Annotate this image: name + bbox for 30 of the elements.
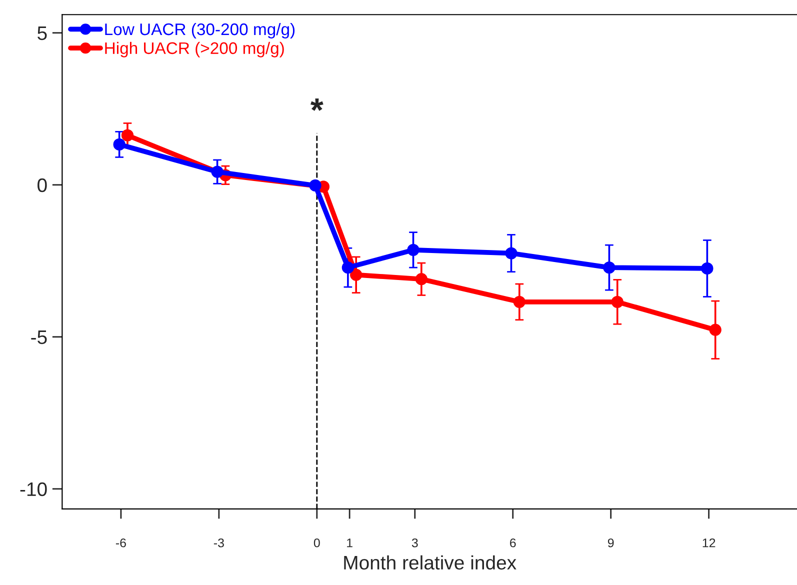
- point: [513, 296, 526, 308]
- point: [211, 166, 224, 178]
- legend-label: Low UACR (30-200 mg/g): [105, 22, 295, 38]
- point: [121, 129, 134, 142]
- point: [611, 296, 624, 308]
- point: [505, 247, 518, 260]
- y-tick-label: -10: [20, 482, 47, 496]
- x-tick-label: -6: [116, 538, 126, 548]
- x-axis-title: Month relative index: [344, 555, 516, 570]
- point: [603, 261, 616, 274]
- x-tick-label: 1: [347, 538, 352, 548]
- point: [407, 244, 420, 256]
- point: [309, 179, 322, 192]
- point: [342, 261, 354, 274]
- point: [350, 268, 362, 281]
- y-tick-label: 5: [38, 26, 47, 40]
- y-tick-label: 0: [38, 178, 47, 192]
- point: [415, 273, 428, 286]
- x-tick-label: 9: [608, 538, 614, 548]
- y-tick-label: -5: [31, 330, 47, 344]
- x-tick-label: 3: [412, 538, 418, 548]
- legend-label: High UACR (>200 mg/g): [105, 42, 284, 58]
- point: [113, 138, 126, 151]
- point: [701, 262, 714, 275]
- x-tick-label: -3: [214, 538, 224, 548]
- annotation: *: [310, 98, 324, 111]
- x-tick-label: 6: [510, 538, 516, 548]
- x-tick-label: 0: [314, 538, 320, 548]
- x-tick-label: 12: [702, 538, 716, 548]
- point: [709, 324, 722, 336]
